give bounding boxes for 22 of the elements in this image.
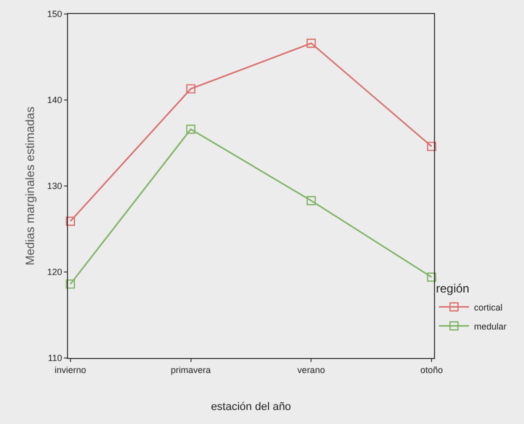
x-axis-title: estación del año xyxy=(210,401,292,413)
point xyxy=(66,216,76,226)
y-axis-title: Medias marginales estimadas xyxy=(23,106,37,266)
legend-label: medular xyxy=(474,321,507,332)
legend-label: cortical xyxy=(474,302,503,312)
point xyxy=(306,38,316,48)
y-tick-label: 130 xyxy=(47,181,62,192)
x-tick-label: invierno xyxy=(54,364,86,375)
point xyxy=(186,84,196,94)
legend-title: región xyxy=(436,281,470,296)
y-tick-label: 150 xyxy=(47,9,62,20)
point xyxy=(306,196,316,206)
y-tick-label: 140 xyxy=(47,95,62,106)
x-tick-label: verano xyxy=(297,364,325,375)
y-tick-label: 110 xyxy=(48,353,62,364)
y-tick-label: 120 xyxy=(47,267,62,278)
point xyxy=(426,142,436,152)
point xyxy=(186,124,196,134)
x-tick-label: primavera xyxy=(170,364,211,375)
x-tick-label: otoño xyxy=(420,364,443,375)
point xyxy=(426,272,436,282)
point xyxy=(66,279,76,289)
